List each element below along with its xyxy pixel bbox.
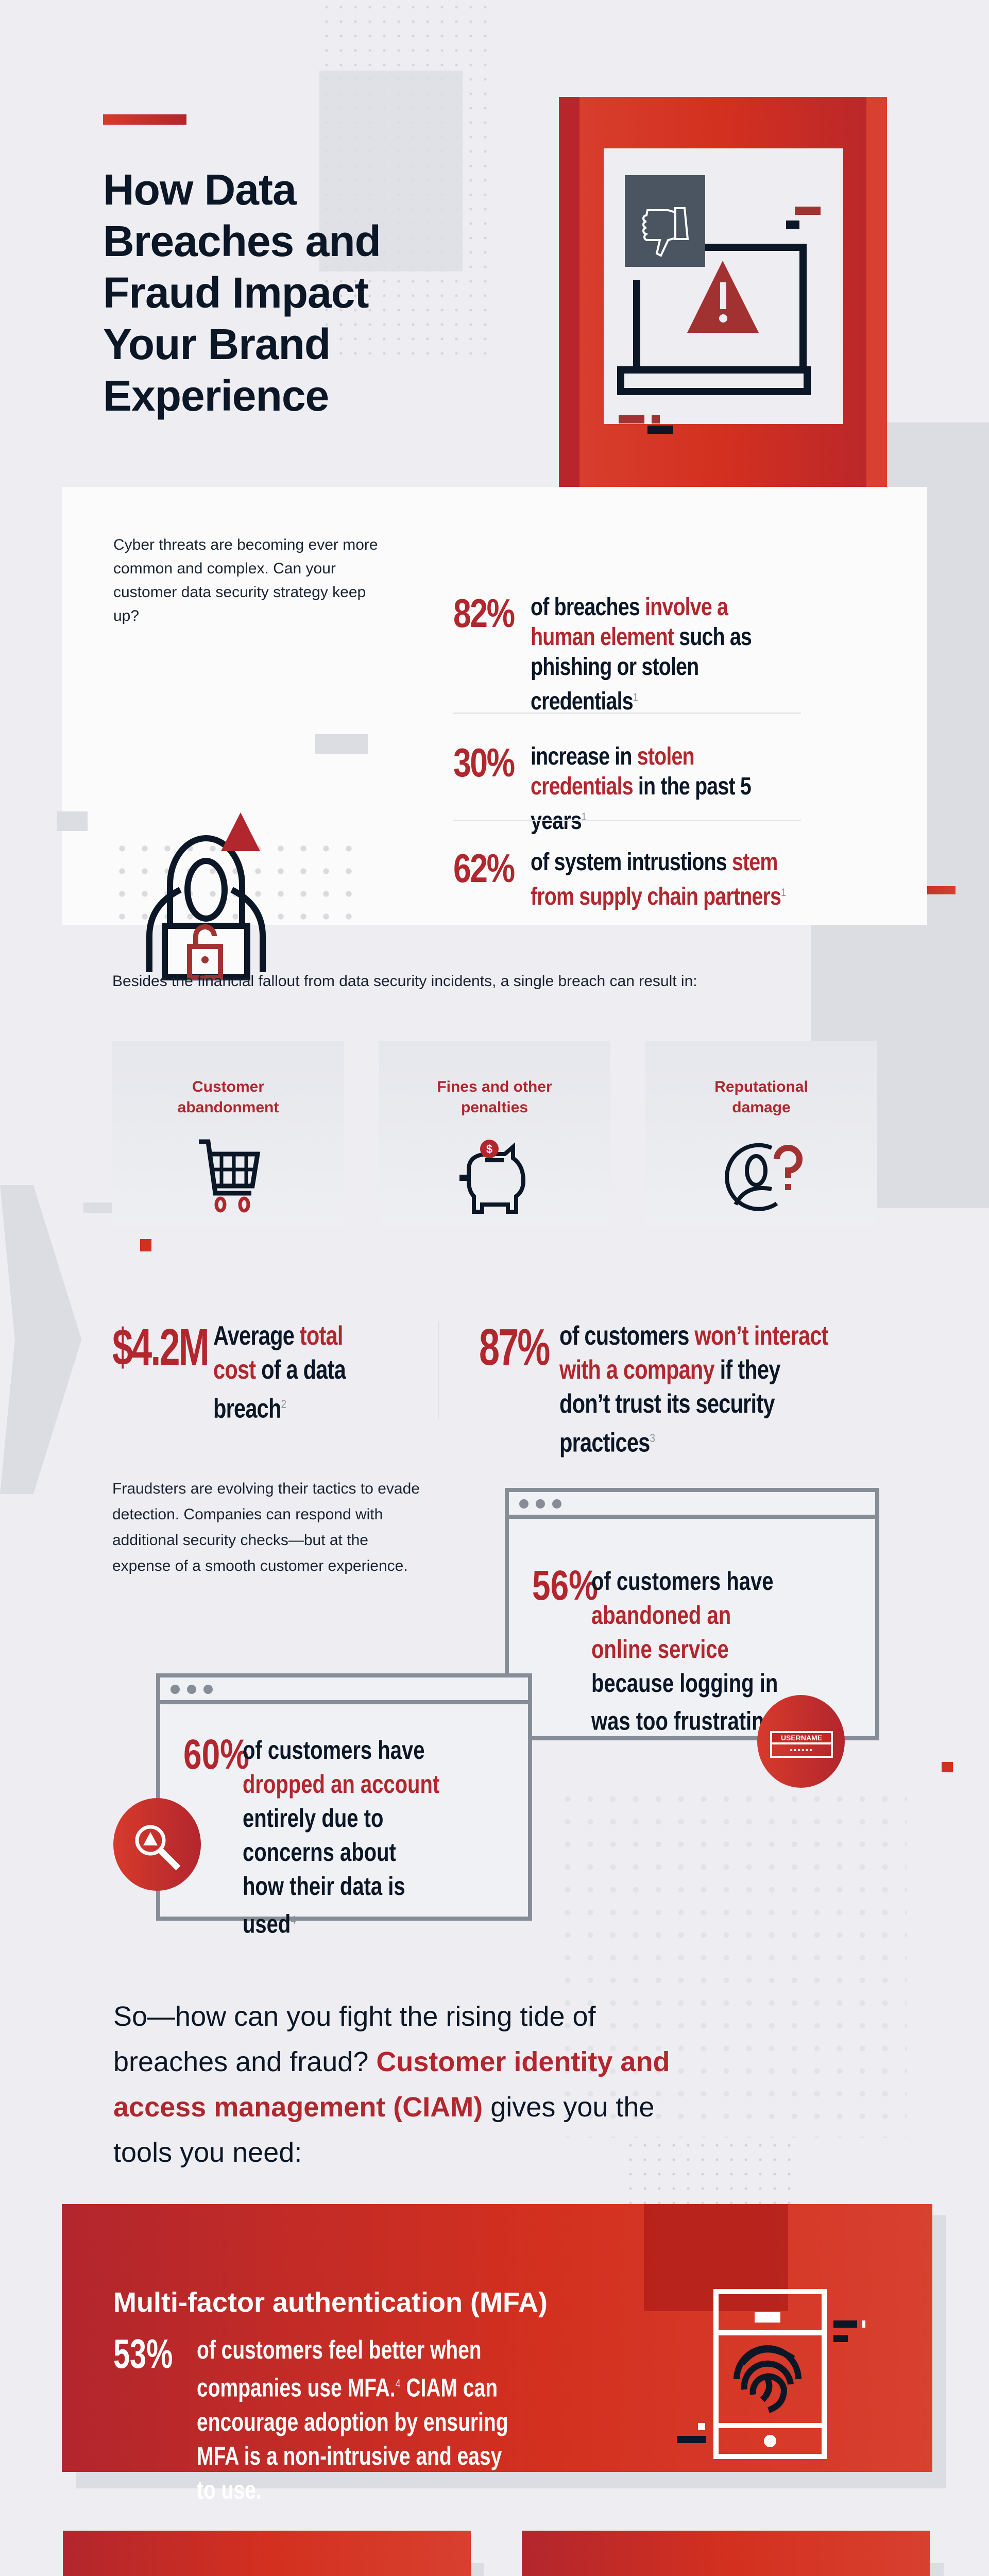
fraud-intro: Fraudsters are evolving their tactics to… <box>112 1480 420 1574</box>
stat-item: 60% of customers have dropped an account… <box>183 1733 490 1941</box>
stat-value: 62% <box>453 845 515 891</box>
phone-fingerprint-icon <box>677 2289 865 2459</box>
fraud-prevention-card: Fraud prevention Detect and prevent frau… <box>522 2531 930 2576</box>
stat-item: 30% increase in stolen credentials in th… <box>453 742 850 836</box>
username-label: USERNAME <box>772 1733 831 1744</box>
mfa-stat-value: 53% <box>113 2331 173 2377</box>
window-dot-icon <box>519 1499 528 1509</box>
hacker-unlocked-icon <box>146 812 266 980</box>
stat-value: 87% <box>479 1318 550 1376</box>
decor-red-square <box>942 1762 953 1772</box>
shopping-cart-icon <box>199 1139 261 1213</box>
stat-value: $4.2M <box>112 1318 210 1376</box>
stat-text: Average total cost of a data breach2 <box>213 1321 346 1424</box>
stat-value: 56% <box>532 1562 599 1609</box>
divider <box>438 1321 439 1419</box>
threat-stats-card: Cyber threats are becoming ever more com… <box>57 487 927 980</box>
decor-grey-bar <box>57 811 88 831</box>
divider <box>453 820 801 821</box>
stat-value: 60% <box>183 1731 250 1778</box>
tile-label: Reputational damage <box>714 1078 808 1116</box>
window-titlebar <box>509 1492 875 1519</box>
trust-stat: 87% of customers won’t interact with a c… <box>479 1319 899 1460</box>
mfa-panel: Multi-factor authentication (MFA) 53% of… <box>62 2204 932 2504</box>
consequences-intro: Besides the financial fallout from data … <box>112 973 697 990</box>
hero-accent-bar <box>103 114 186 125</box>
decor-grey-block <box>319 71 463 272</box>
tile-label: Customer abandonment <box>177 1078 279 1116</box>
piggy-bank-icon: $ <box>459 1140 526 1214</box>
stat-text: of customers won’t interact with a compa… <box>559 1321 828 1458</box>
window-dot-icon <box>187 1685 196 1694</box>
tile-reputational-damage: Reputational damage <box>645 1041 877 1226</box>
divider <box>453 713 801 714</box>
user-question-icon <box>725 1143 803 1211</box>
decor-dot-grid <box>556 1788 907 2138</box>
svg-text:$: $ <box>486 1143 492 1156</box>
stat-item: 62% of system intrustions stem from supp… <box>453 848 850 912</box>
identity-verification-card: Identity verification Know who your cust… <box>63 2531 471 2576</box>
mfa-stat-text: of customers feel better when companies … <box>197 2335 508 2504</box>
stat-text: of system intrustions stem from supply c… <box>531 849 786 910</box>
page-title: How Data Breaches and Fraud Impact Your … <box>103 165 381 420</box>
stat-item: 82% of breaches involve a human element … <box>453 592 850 717</box>
stat-text: of customers have abandoned an online se… <box>591 1567 782 1736</box>
tile-label: Fines and other penalties <box>437 1078 552 1116</box>
threat-intro-text: Cyber threats are becoming ever more com… <box>113 536 378 624</box>
stat-text: increase in stolen credentials in the pa… <box>531 743 752 835</box>
username-password-icon: USERNAME •••••• <box>757 1695 845 1788</box>
decor-grey-bar <box>315 734 368 754</box>
tile-fines-penalties: Fines and other penalties $ <box>379 1041 610 1226</box>
cost-stat: $4.2M Average total cost of a data breac… <box>112 1319 409 1426</box>
mfa-title: Multi-factor authentication (MFA) <box>113 2287 548 2318</box>
stat-value: 30% <box>453 740 515 785</box>
window-dot-icon <box>170 1685 180 1694</box>
window-dot-icon <box>536 1499 545 1509</box>
window-titlebar <box>160 1677 528 1704</box>
password-mask: •••••• <box>790 1746 813 1755</box>
browser-window-60: 60% of customers have dropped an account… <box>156 1673 532 1939</box>
window-dot-icon <box>203 1685 213 1694</box>
magnifier-warning-glyph <box>135 1825 181 1871</box>
stat-item: 56% of customers have abandoned an onlin… <box>532 1564 849 1738</box>
stat-value: 82% <box>453 590 515 636</box>
stat-text: of customers have dropped an account ent… <box>243 1736 440 1939</box>
tile-customer-abandonment: Customer abandonment <box>112 1041 344 1226</box>
ciam-intro: So—how can you fight the rising tide of … <box>113 2001 670 2168</box>
stat-text: of breaches involve a human element such… <box>531 594 752 715</box>
window-dot-icon <box>552 1499 561 1509</box>
decor-red-bar <box>140 1239 151 1251</box>
magnifier-warning-icon <box>113 1798 201 1891</box>
